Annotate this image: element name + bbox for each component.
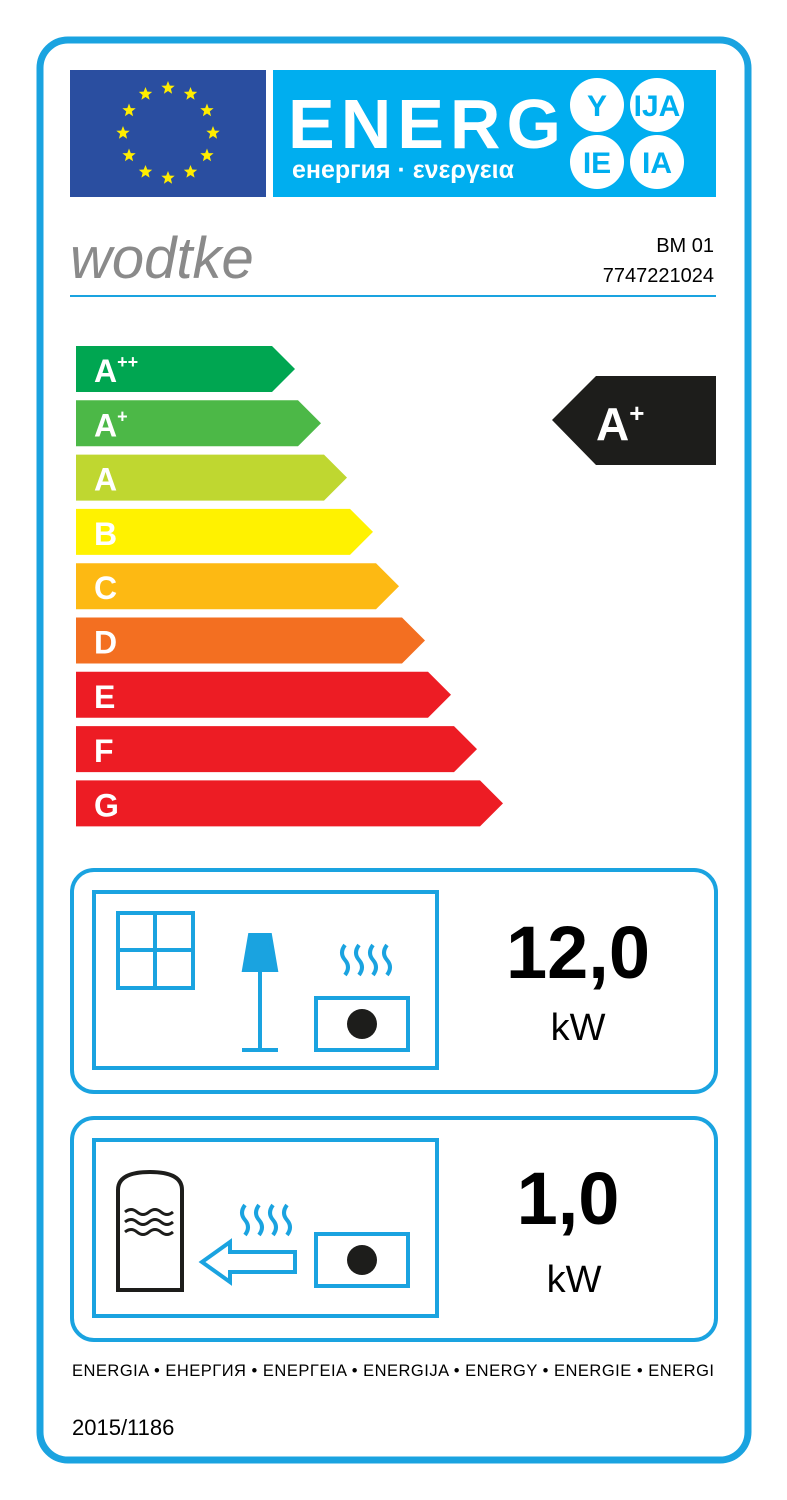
suffix: IA (642, 147, 672, 180)
eu-stars (116, 81, 220, 184)
class-letter: A (94, 407, 117, 443)
suffix-bubble (570, 78, 624, 132)
suffix-bubble (630, 135, 684, 189)
space-heating-icon-frame (92, 890, 439, 1070)
water-heating-unit: kW (547, 1259, 602, 1301)
regulation: 2015/1186 (72, 1415, 174, 1440)
star (122, 103, 136, 117)
star (122, 148, 136, 162)
class-label: G (94, 787, 119, 823)
class-bar (76, 726, 477, 773)
suffix: Y (587, 90, 607, 123)
class-label: C (94, 570, 117, 606)
class-label: A++ (94, 352, 138, 389)
space-heating-icon (116, 911, 410, 1052)
rating: A+ (596, 398, 644, 450)
class-bar (76, 780, 503, 827)
suffix-bubble (570, 135, 624, 189)
star (200, 103, 214, 117)
class-sup: + (117, 406, 128, 426)
class-letter: E (94, 679, 115, 715)
class-bar (76, 617, 425, 664)
class-label: E (94, 679, 115, 715)
class-letter: G (94, 787, 119, 823)
space-heating-unit: kW (551, 1007, 606, 1049)
class-letter: D (94, 625, 117, 661)
class-letter: F (94, 733, 114, 769)
space-heating-value: 12,0 (506, 911, 650, 994)
star (161, 171, 175, 184)
star (116, 126, 130, 139)
space-heating-box (70, 868, 718, 1094)
class-bar (76, 563, 399, 610)
class-bar (76, 671, 451, 718)
suffix: IE (583, 147, 611, 180)
star (138, 165, 153, 178)
suffix-bubble (630, 78, 684, 132)
class-sup: ++ (117, 352, 138, 372)
class-label: A+ (94, 406, 128, 443)
energy-heading: ENERG (288, 85, 567, 163)
water-heating-box (70, 1116, 718, 1342)
class-letter: C (94, 570, 117, 606)
star (161, 81, 175, 94)
model-code: 7747221024 (603, 265, 714, 287)
class-letter: B (94, 516, 117, 552)
class-bar (76, 346, 295, 392)
star (183, 165, 198, 178)
class-label: B (94, 516, 117, 552)
suffix: IJA (634, 90, 681, 123)
star (206, 126, 220, 139)
class-letter: A (94, 353, 117, 389)
class-label: F (94, 733, 114, 769)
class-label: D (94, 625, 117, 661)
label-border (36, 36, 752, 1464)
model: BM 01 (656, 235, 714, 257)
class-letter: A (94, 462, 117, 498)
language-suffixes: Y IJA IE IA (570, 78, 684, 189)
water-heating-value: 1,0 (517, 1157, 620, 1240)
star (183, 87, 198, 100)
supplier: wodtke (70, 226, 254, 291)
water-heating-icon (116, 1169, 410, 1292)
star (200, 148, 214, 162)
class-label: A (94, 462, 117, 498)
energy-subtitle: енергия · ενεργεια (292, 156, 515, 184)
rating-letter: A (596, 398, 629, 450)
class-bar (76, 400, 321, 447)
class-bar (76, 454, 347, 501)
star (138, 87, 153, 100)
rating-arrow (552, 376, 716, 465)
water-heating-icon-frame (92, 1138, 439, 1318)
languages: ENERGIA • ЕНЕРГИЯ • ΕΝΕΡΓΕΙΑ • ENERGIJA … (72, 1362, 714, 1380)
class-bar (76, 508, 373, 555)
rating-sup: + (629, 398, 644, 428)
